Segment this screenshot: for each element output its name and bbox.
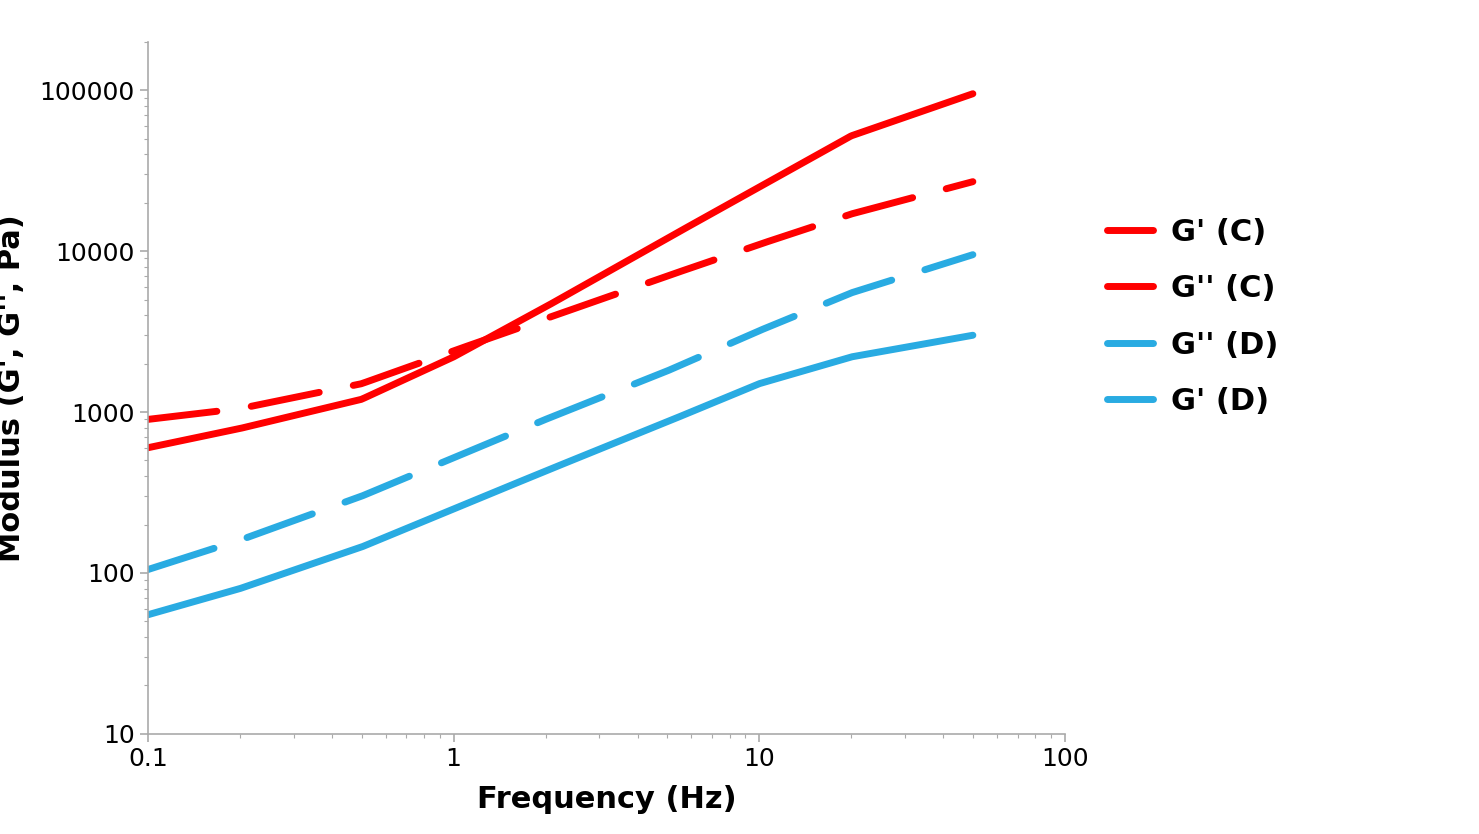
Legend: G' (C), G'' (C), G'' (D), G' (D): G' (C), G'' (C), G'' (D), G' (D) xyxy=(1094,205,1291,429)
Y-axis label: Modulus (G', G'', Pa): Modulus (G', G'', Pa) xyxy=(0,214,25,561)
X-axis label: Frequency (Hz): Frequency (Hz) xyxy=(476,785,737,814)
